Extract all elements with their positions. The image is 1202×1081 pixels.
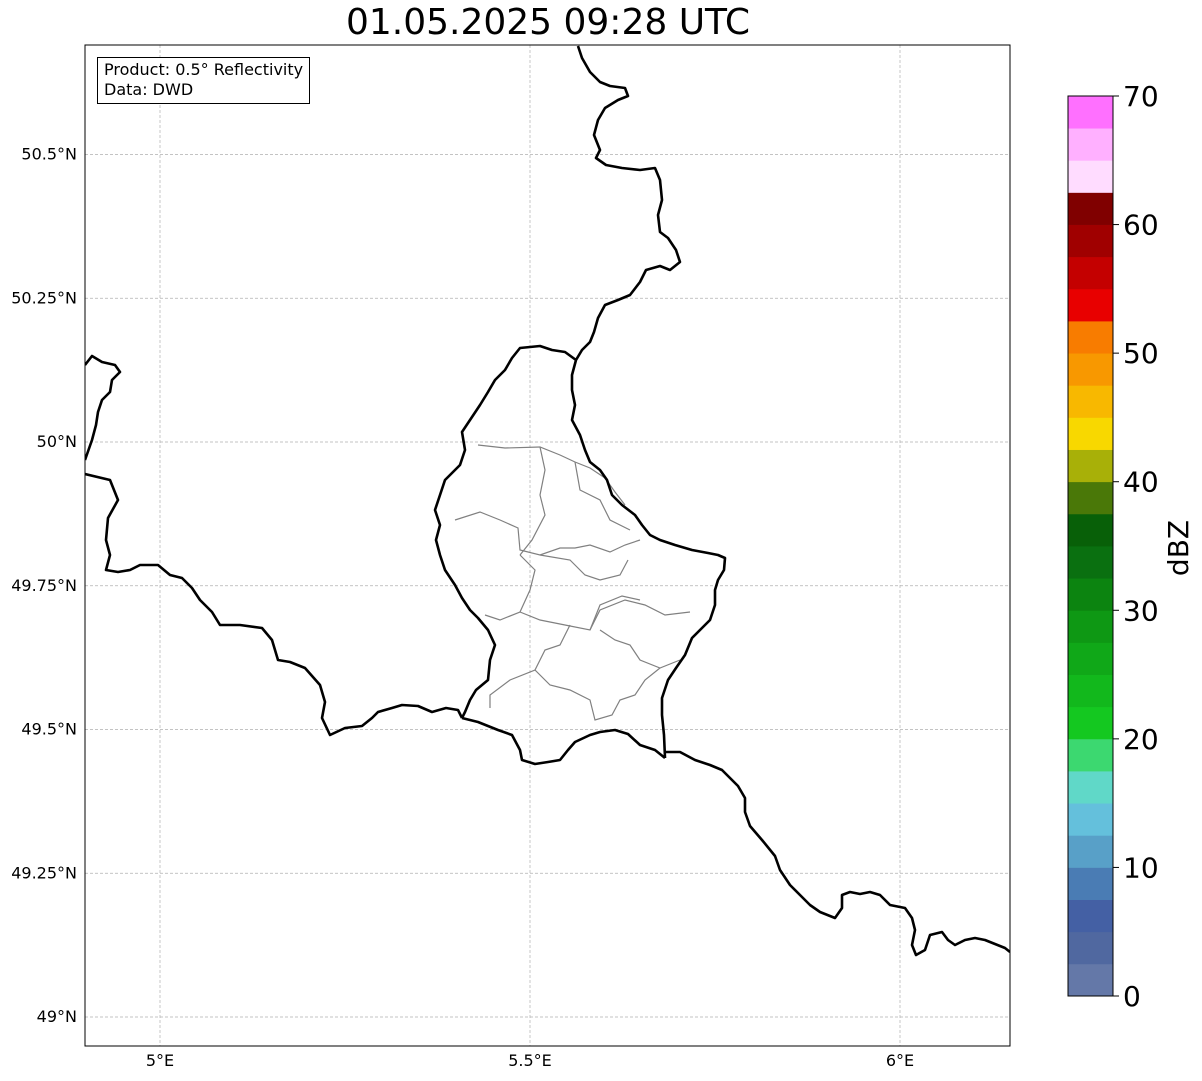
colorbar-frame bbox=[1067, 95, 1114, 997]
lon-tick-label: 5°E bbox=[146, 1051, 174, 1070]
colorbar-segment bbox=[1068, 449, 1113, 483]
lat-tick-label: 50°N bbox=[37, 432, 77, 451]
colorbar-segment bbox=[1068, 706, 1113, 740]
latitude-labels: 49°N 49.25°N 49.5°N 49.75°N 50°N 50.25°N 50.5°… bbox=[11, 145, 77, 1027]
colorbar-segment bbox=[1068, 738, 1113, 772]
colorbar-tick-label: 50 bbox=[1123, 337, 1159, 370]
colorbar-segment bbox=[1068, 546, 1113, 579]
colorbar-segment bbox=[1068, 642, 1113, 675]
graticule-grid bbox=[85, 45, 1010, 1046]
lux-internal-boundaries bbox=[454, 444, 691, 721]
lat-tick-label: 49.25°N bbox=[11, 863, 77, 882]
colorbar-segment bbox=[1068, 899, 1113, 933]
lat-tick-label: 49.75°N bbox=[11, 576, 77, 595]
longitude-labels: 5°E5.5°E6°E6.5°E7°E bbox=[146, 1051, 914, 1070]
colorbar-segment bbox=[1068, 963, 1113, 997]
colorbar-segment bbox=[1068, 771, 1113, 804]
colorbar-segment bbox=[1068, 353, 1113, 386]
product-label: Product: 0.5° Reflectivity bbox=[104, 60, 304, 79]
lat-tick-label: 50.25°N bbox=[11, 288, 77, 307]
colorbar-tick-label: 20 bbox=[1123, 723, 1159, 756]
plot-frame bbox=[84, 44, 1011, 1047]
colorbar-segment bbox=[1068, 674, 1113, 708]
colorbar-segment bbox=[1068, 96, 1113, 129]
plot-area bbox=[85, 45, 1010, 1046]
colorbar-segment bbox=[1068, 835, 1113, 868]
colorbar-tick-label: 60 bbox=[1123, 209, 1159, 242]
colorbar-segment bbox=[1068, 321, 1113, 354]
lat-tick-label: 49°N bbox=[37, 1007, 77, 1026]
colorbar-segment bbox=[1068, 160, 1113, 193]
data-source-label: Data: DWD bbox=[104, 80, 194, 99]
colorbar-tick-label: 70 bbox=[1123, 80, 1159, 113]
map-title: 01.05.2025 09:28 UTC bbox=[345, 2, 751, 43]
colorbar-segment bbox=[1068, 288, 1113, 322]
colorbar-segment bbox=[1068, 224, 1113, 258]
lat-tick-label: 49.5°N bbox=[21, 720, 77, 739]
colorbar-tick-label: 30 bbox=[1123, 594, 1159, 627]
lat-tick-label: 50.5°N bbox=[21, 145, 77, 164]
info-box: Product: 0.5° Reflectivity Data: DWD bbox=[97, 57, 311, 104]
colorbar: 0 10 20 30 40 50 60 70 bbox=[1067, 80, 1159, 1013]
colorbar-segment bbox=[1068, 610, 1113, 643]
colorbar-title: dBZ bbox=[1162, 520, 1195, 576]
colorbar-tick-label: 0 bbox=[1123, 980, 1141, 1013]
colorbar-segment bbox=[1068, 513, 1113, 547]
colorbar-segment bbox=[1068, 931, 1113, 965]
colorbar-segment bbox=[1068, 867, 1113, 900]
colorbar-segment bbox=[1068, 385, 1113, 418]
colorbar-segment bbox=[1068, 481, 1113, 515]
lon-tick-label: 6°E bbox=[886, 1051, 914, 1070]
colorbar-tick-label: 40 bbox=[1123, 466, 1159, 499]
national-borders bbox=[85, 45, 1010, 957]
colorbar-segment bbox=[1068, 803, 1113, 836]
colorbar-tick-label: 10 bbox=[1123, 851, 1159, 884]
colorbar-segment bbox=[1068, 192, 1113, 225]
colorbar-segment bbox=[1068, 128, 1113, 161]
colorbar-segment bbox=[1068, 256, 1113, 290]
colorbar-segment bbox=[1068, 417, 1113, 450]
lon-tick-label: 5.5°E bbox=[508, 1051, 552, 1070]
colorbar-segment bbox=[1068, 578, 1113, 611]
